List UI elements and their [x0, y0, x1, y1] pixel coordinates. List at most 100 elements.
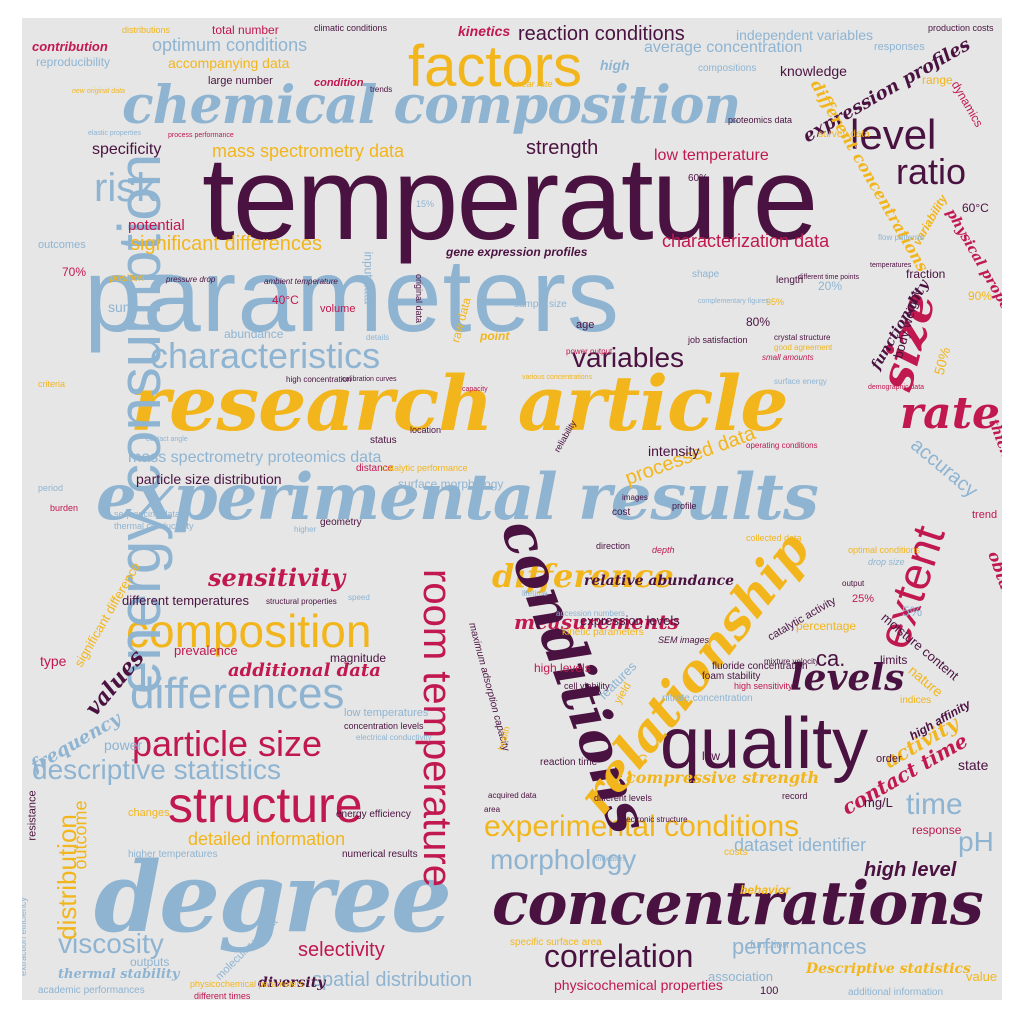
word-geometry: geometry — [320, 517, 362, 528]
word-celsius: °C — [632, 751, 648, 767]
word-experimental-conditions: experimental conditions — [484, 810, 800, 843]
word-additional-information: additional information — [848, 987, 944, 998]
word-thickness: thickness — [985, 417, 1002, 493]
word-kinetics: kinetics — [458, 23, 511, 39]
word-direction: direction — [596, 541, 631, 551]
word-high-concentration: high concentration — [286, 375, 352, 384]
word-difference: difference — [492, 557, 674, 595]
word-operating-conditions: operating conditions — [746, 441, 818, 450]
word-academic-performances: academic performances — [38, 985, 145, 996]
word-50pct: 50% — [930, 345, 954, 377]
word-total-number: total number — [212, 23, 279, 37]
word-average-concentration: average concentration — [644, 39, 803, 56]
word-surface-energy: surface energy — [774, 377, 827, 386]
word-factors: factors — [408, 34, 583, 99]
word-elastic-properties: elastic properties — [88, 130, 141, 137]
word-demographic-data: demographic data — [868, 384, 925, 391]
word-condition: condition — [314, 77, 364, 89]
word-costs: costs — [724, 847, 748, 858]
word-energy-efficiency: energy efficiency — [336, 809, 411, 820]
word-higher: higher — [294, 525, 317, 534]
word-type: type — [40, 653, 67, 669]
word-reaction-time: reaction time — [540, 757, 598, 768]
word-characteristics: characteristics — [150, 335, 381, 376]
word-expression-levels: expression levels — [580, 613, 680, 628]
word-cloud: temperature parameters research article … — [22, 18, 1002, 1000]
word-higher-temperatures: higher temperatures — [128, 849, 218, 860]
word-production-costs: production costs — [928, 23, 994, 33]
word-flow-patterns: flow patterns — [878, 233, 924, 242]
word-state: state — [958, 757, 989, 773]
word-particle-size-distribution: particle size distribution — [136, 471, 282, 487]
word-small-amounts: small amounts — [762, 353, 814, 362]
word-new-original-data: new original data — [72, 88, 125, 95]
word-detailed-information: detailed information — [188, 829, 346, 849]
word-chemical-composition: chemical composition — [122, 75, 741, 136]
word-accompanying-data: accompanying data — [168, 55, 290, 71]
word-different-time-points: different time points — [798, 274, 859, 281]
word-differences: differences — [130, 669, 345, 718]
word-parameters: parameters — [84, 238, 620, 354]
word-20pct: 20% — [818, 279, 843, 293]
word-input-data: input data — [361, 251, 376, 305]
word-sum: sum — [108, 299, 135, 315]
word-extraction-efficiency: extraction efficiency — [22, 897, 28, 976]
word-characterization-data: characterization data — [662, 231, 830, 251]
word-details: details — [366, 333, 390, 342]
word-shape: shape — [692, 269, 720, 280]
word-contact-angle: contact angle — [146, 436, 188, 443]
word-acquired-data: acquired data — [488, 791, 537, 800]
word-electrical-conductivity: electrical conductivity — [356, 733, 432, 742]
word-specificity: specificity — [92, 141, 162, 158]
word-sensitivity: sensitivity — [208, 563, 346, 592]
word-location: location — [410, 425, 442, 435]
word-correlation: correlation — [544, 938, 694, 974]
word-intensity: intensity — [648, 443, 700, 459]
word-ambient-temperature: ambient temperature — [264, 277, 338, 286]
word-specific-surface-area: specific surface area — [510, 937, 602, 948]
word-70pct: 70% — [62, 265, 87, 279]
word-climatic-conditions: climatic conditions — [314, 23, 388, 33]
word-collected-data: collected data — [746, 533, 802, 543]
word-rate: rate — [900, 388, 1001, 439]
word-low: low — [702, 749, 721, 763]
word-behavior: behavior — [740, 883, 791, 897]
word-volume: volume — [320, 303, 356, 315]
word-thermal-stability: thermal stability — [58, 967, 180, 982]
word-physical-properties: physical properties — [942, 205, 1002, 345]
word-process-performance: process performance — [168, 132, 234, 139]
word-concentration-levels: concentration levels — [344, 721, 424, 731]
word-indicators: indicators — [596, 856, 626, 863]
word-numerical-results: numerical results — [342, 849, 418, 860]
word-thermal-conductivity: thermal conductivity — [114, 521, 194, 531]
word-job-satisfaction: job satisfaction — [688, 335, 748, 345]
word-dataset-identifier: dataset identifier — [734, 835, 867, 855]
word-relative-abundance: relative abundance — [584, 573, 735, 589]
word-outcomes: outcomes — [38, 239, 86, 251]
word-order: order — [876, 753, 902, 765]
word-physicochemical-parameters: physicochemical parameters — [190, 979, 305, 989]
word-prevalence: prevalence — [174, 643, 238, 658]
word-15pct: 15% — [416, 199, 435, 209]
word-drop-size: drop size — [868, 557, 905, 567]
word-90pct: 90% — [968, 289, 993, 303]
word-original-data: original data — [414, 273, 425, 324]
word-limits: limits — [880, 653, 908, 667]
word-power-output: power output — [566, 347, 613, 356]
word-survey-data: survey data — [818, 129, 870, 140]
word-various-concentrations: various concentrations — [522, 374, 593, 381]
word-variables: variables — [572, 342, 685, 373]
word-capacity: capacity — [462, 386, 488, 393]
word-compositions: compositions — [698, 63, 757, 74]
word-sequencing-data: sequencing data — [114, 509, 181, 519]
word-different-levels: different levels — [594, 793, 652, 803]
word-40c: 40°C — [272, 293, 299, 307]
word-100: 100 — [760, 985, 779, 997]
word-complementary-figures: complementary figures — [698, 298, 769, 305]
word-length: length — [776, 275, 804, 286]
word-fluoride-concentration: fluoride concentration — [712, 661, 808, 672]
word-viscosity: viscosity — [58, 928, 164, 959]
word-mass-spectrometry-proteomics-data: mass spectrometry proteomics data — [128, 449, 382, 466]
word-age: age — [576, 319, 595, 331]
word-reaction-conditions: reaction conditions — [518, 23, 685, 45]
